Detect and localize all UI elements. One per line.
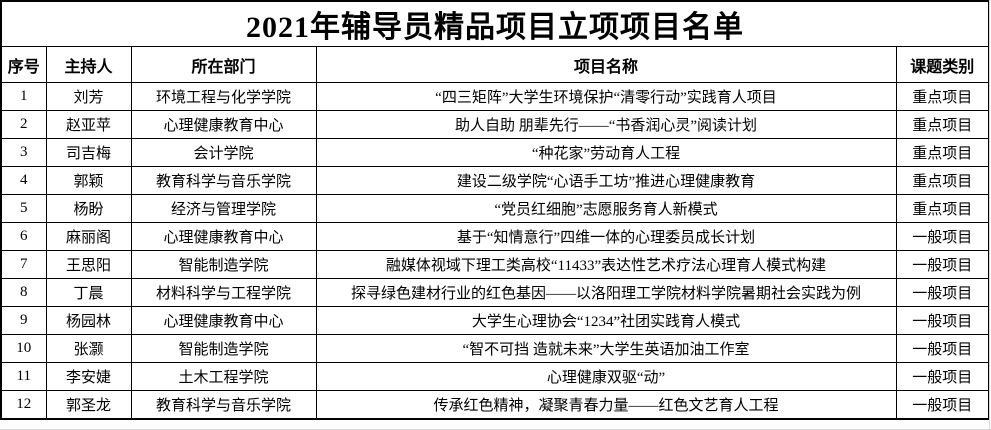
cell-project-name: 融媒体视域下理工类高校“11433”表达性艺术疗法心理育人模式构建 <box>315 250 897 279</box>
cell-index: 2 <box>0 110 47 139</box>
cell-category: 一般项目 <box>895 362 990 391</box>
table-row: 5 杨盼 经济与管理学院 “党员红细胞”志愿服务育人新模式 重点项目 <box>0 194 990 223</box>
title-row: 2021年辅导员精品项目立项项目名单 <box>0 0 990 47</box>
column-header-index: 序号 <box>0 46 47 83</box>
cell-index: 1 <box>0 82 47 111</box>
cell-index: 5 <box>0 194 47 223</box>
cell-leader: 王思阳 <box>45 250 132 279</box>
cell-index: 8 <box>0 278 47 307</box>
cell-leader: 李安婕 <box>45 362 132 391</box>
cell-index: 4 <box>0 166 47 195</box>
table-row: 11 李安婕 土木工程学院 心理健康双驱“动” 一般项目 <box>0 362 990 391</box>
cell-department: 土木工程学院 <box>130 362 317 391</box>
header-row: 序号 主持人 所在部门 项目名称 课题类别 <box>0 46 990 83</box>
cell-category: 重点项目 <box>895 166 990 195</box>
cell-category: 一般项目 <box>895 390 990 419</box>
cell-project-name: 大学生心理协会“1234”社团实践育人模式 <box>315 306 897 335</box>
cell-category: 重点项目 <box>895 194 990 223</box>
table-row: 7 王思阳 智能制造学院 融媒体视域下理工类高校“11433”表达性艺术疗法心理育人模… <box>0 250 990 279</box>
table-row: 6 麻丽阁 心理健康教育中心 基于“知情意行”四维一体的心理委员成长计划 一般项目 <box>0 222 990 251</box>
cell-index: 3 <box>0 138 47 167</box>
page-title: 2021年辅导员精品项目立项项目名单 <box>0 0 990 47</box>
sheet-gridline-right <box>989 0 990 430</box>
projects-table: 2021年辅导员精品项目立项项目名单 序号 主持人 所在部门 项目名称 课题类别… <box>0 0 991 420</box>
table-row: 1 刘芳 环境工程与化学学院 “四三矩阵”大学生环境保护“清零行动”实践育人项目 重点项… <box>0 82 990 111</box>
cell-leader: 郭颖 <box>45 166 132 195</box>
cell-project-name: 探寻绿色建材行业的红色基因——以洛阳理工学院材料学院暑期社会实践为例 <box>315 278 897 307</box>
cell-category: 一般项目 <box>895 278 990 307</box>
cell-leader: 赵亚苹 <box>45 110 132 139</box>
cell-department: 材料科学与工程学院 <box>130 278 317 307</box>
column-header-leader: 主持人 <box>45 46 132 83</box>
cell-project-name: “智不可挡 造就未来”大学生英语加油工作室 <box>315 334 897 363</box>
column-header-project-name: 项目名称 <box>315 46 897 83</box>
column-header-department: 所在部门 <box>130 46 317 83</box>
cell-category: 重点项目 <box>895 138 990 167</box>
cell-project-name: “四三矩阵”大学生环境保护“清零行动”实践育人项目 <box>315 82 897 111</box>
cell-index: 6 <box>0 222 47 251</box>
cell-index: 7 <box>0 250 47 279</box>
cell-project-name: 心理健康双驱“动” <box>315 362 897 391</box>
cell-department: 心理健康教育中心 <box>130 222 317 251</box>
cell-project-name: “党员红细胞”志愿服务育人新模式 <box>315 194 897 223</box>
cell-leader: 司吉梅 <box>45 138 132 167</box>
table-row: 10 张灏 智能制造学院 “智不可挡 造就未来”大学生英语加油工作室 一般项目 <box>0 334 990 363</box>
cell-department: 智能制造学院 <box>130 334 317 363</box>
cell-leader: 张灏 <box>45 334 132 363</box>
cell-project-name: 建设二级学院“心语手工坊”推进心理健康教育 <box>315 166 897 195</box>
column-header-category: 课题类别 <box>895 46 990 83</box>
cell-leader: 杨盼 <box>45 194 132 223</box>
cell-department: 教育科学与音乐学院 <box>130 166 317 195</box>
cell-leader: 麻丽阁 <box>45 222 132 251</box>
cell-category: 重点项目 <box>895 110 990 139</box>
cell-project-name: “种花家”劳动育人工程 <box>315 138 897 167</box>
cell-category: 一般项目 <box>895 222 990 251</box>
cell-department: 心理健康教育中心 <box>130 306 317 335</box>
cell-project-name: 基于“知情意行”四维一体的心理委员成长计划 <box>315 222 897 251</box>
cell-category: 一般项目 <box>895 334 990 363</box>
cell-department: 环境工程与化学学院 <box>130 82 317 111</box>
table-row: 12 郭圣龙 教育科学与音乐学院 传承红色精神，凝聚青春力量——红色文艺育人工程 一般项… <box>0 390 990 419</box>
cell-index: 10 <box>0 334 47 363</box>
cell-category: 一般项目 <box>895 306 990 335</box>
cell-project-name: 传承红色精神，凝聚青春力量——红色文艺育人工程 <box>315 390 897 419</box>
cell-category: 一般项目 <box>895 250 990 279</box>
cell-department: 会计学院 <box>130 138 317 167</box>
cell-index: 11 <box>0 362 47 391</box>
table-row: 8 丁晨 材料科学与工程学院 探寻绿色建材行业的红色基因——以洛阳理工学院材料学院暑期… <box>0 278 990 307</box>
cell-department: 心理健康教育中心 <box>130 110 317 139</box>
table-body: 1 刘芳 环境工程与化学学院 “四三矩阵”大学生环境保护“清零行动”实践育人项目 重点项… <box>0 82 990 419</box>
cell-category: 重点项目 <box>895 82 990 111</box>
cell-leader: 郭圣龙 <box>45 390 132 419</box>
table-row: 9 杨园林 心理健康教育中心 大学生心理协会“1234”社团实践育人模式 一般项目 <box>0 306 990 335</box>
table-row: 3 司吉梅 会计学院 “种花家”劳动育人工程 重点项目 <box>0 138 990 167</box>
cell-department: 智能制造学院 <box>130 250 317 279</box>
cell-leader: 杨园林 <box>45 306 132 335</box>
cell-leader: 刘芳 <box>45 82 132 111</box>
table-row: 4 郭颖 教育科学与音乐学院 建设二级学院“心语手工坊”推进心理健康教育 重点项目 <box>0 166 990 195</box>
table-row: 2 赵亚苹 心理健康教育中心 助人自助 朋辈先行——“书香润心灵”阅读计划 重点项目 <box>0 110 990 139</box>
cell-leader: 丁晨 <box>45 278 132 307</box>
cell-index: 12 <box>0 390 47 419</box>
cell-index: 9 <box>0 306 47 335</box>
cell-department: 经济与管理学院 <box>130 194 317 223</box>
cell-project-name: 助人自助 朋辈先行——“书香润心灵”阅读计划 <box>315 110 897 139</box>
cell-department: 教育科学与音乐学院 <box>130 390 317 419</box>
